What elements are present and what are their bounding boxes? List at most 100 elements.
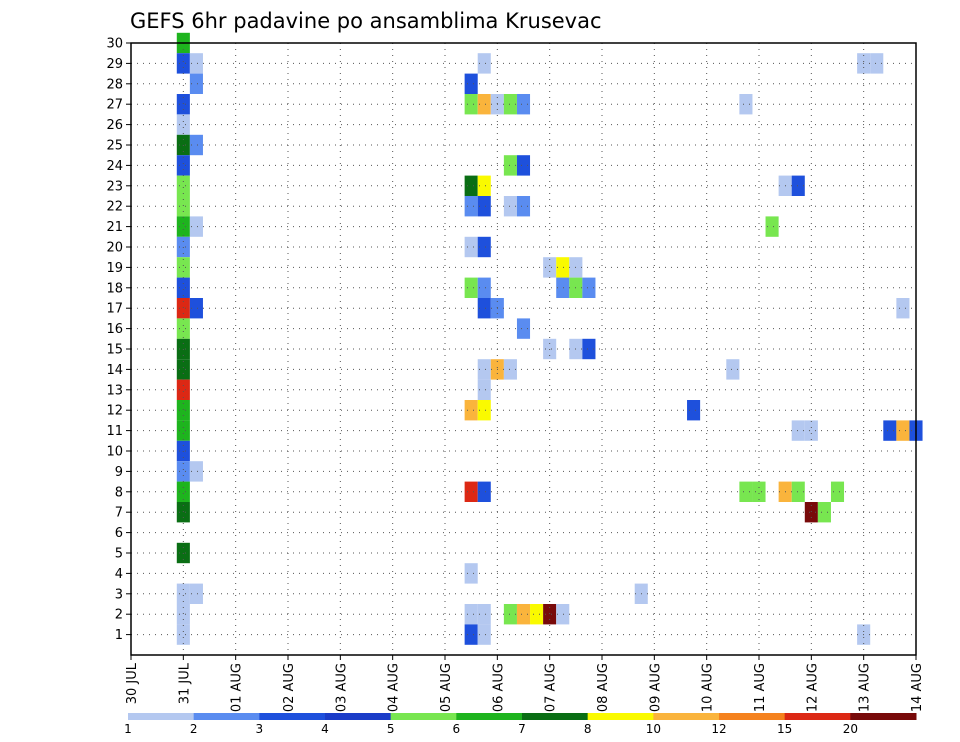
y-tick-label: 24 xyxy=(106,159,123,174)
heatmap-cell xyxy=(516,604,531,625)
colorbar-swatch xyxy=(259,713,326,720)
heatmap-cell xyxy=(477,379,491,400)
heatmap-cell xyxy=(896,298,910,319)
y-tick-label: 3 xyxy=(115,587,123,602)
colorbar-swatch xyxy=(390,713,457,720)
heatmap-cell xyxy=(752,481,766,502)
x-tick-label: 13 AUG xyxy=(858,663,873,712)
colorbar-label: 8 xyxy=(584,722,592,736)
heatmap-cell xyxy=(176,298,190,319)
heatmap-cell xyxy=(477,298,491,319)
x-tick-label: 14 AUG xyxy=(910,663,925,712)
y-tick-label: 8 xyxy=(115,485,123,500)
heatmap-cell xyxy=(189,216,203,237)
heatmap-cell xyxy=(503,359,517,380)
heatmap-cell xyxy=(477,196,491,217)
heatmap-cell xyxy=(791,175,805,196)
colorbar-label: 7 xyxy=(518,722,526,736)
y-tick-label: 17 xyxy=(106,302,123,317)
colorbar-legend: 1 2 3 4 5 6 7 8 10 12 15 20 xyxy=(124,713,917,736)
heatmap-cell xyxy=(176,624,190,645)
heatmap-cell xyxy=(830,481,845,502)
heatmap-cell xyxy=(189,583,203,604)
heatmap-cell xyxy=(804,420,818,441)
heatmap-cell xyxy=(176,216,190,237)
heatmap-cell xyxy=(477,604,491,625)
heatmap-cell xyxy=(176,583,190,604)
heatmap-cell xyxy=(477,53,491,74)
heatmap-cell xyxy=(176,604,190,625)
colorbar-swatch xyxy=(850,713,917,720)
y-tick-label: 22 xyxy=(106,200,123,215)
y-tick-label: 27 xyxy=(106,98,123,113)
colorbar-label: 3 xyxy=(256,722,264,736)
heatmap-cell xyxy=(464,400,478,421)
heatmap-cell xyxy=(189,134,203,156)
x-axis: 30 JUL 31 JUL 01 AUG 02 AUG 03 AUG 04 AUG 05 A… xyxy=(125,655,925,712)
heatmap-cell xyxy=(176,53,190,74)
y-tick-label: 7 xyxy=(115,506,123,521)
colorbar-label: 6 xyxy=(453,722,461,736)
y-tick-label: 4 xyxy=(115,567,123,582)
heatmap-cell xyxy=(765,216,779,237)
y-tick-label: 10 xyxy=(106,445,123,460)
heatmap-cell xyxy=(176,400,190,421)
heatmap-cell xyxy=(817,502,831,523)
heatmap-cell xyxy=(516,196,531,217)
y-tick-label: 30 xyxy=(106,37,123,52)
heatmap-cell xyxy=(477,277,491,298)
heatmap-cell xyxy=(464,236,478,258)
heatmap-cell xyxy=(516,94,531,115)
heatmap-cell xyxy=(176,318,190,339)
colorbar-swatch xyxy=(784,713,851,720)
heatmap-cell xyxy=(189,73,203,94)
x-tick-label: 04 AUG xyxy=(387,663,402,712)
heatmap-cell xyxy=(582,338,596,360)
y-tick-label: 23 xyxy=(106,179,123,194)
heatmap-cell xyxy=(516,318,531,339)
heatmap-cell xyxy=(503,604,517,625)
heatmap-cell xyxy=(176,175,190,196)
heatmap-cell xyxy=(189,298,203,319)
heatmap-cell xyxy=(176,379,190,400)
plot-frame xyxy=(130,42,917,656)
grid-lines xyxy=(131,43,916,655)
y-tick-label: 29 xyxy=(106,57,123,72)
y-tick-label: 2 xyxy=(115,608,123,623)
colorbar-label: 10 xyxy=(646,722,661,736)
colorbar-label: 2 xyxy=(190,722,198,736)
heatmap-cell xyxy=(543,257,557,278)
heatmap-cell xyxy=(556,277,570,298)
heatmap-cell xyxy=(464,73,478,94)
heatmap-cell xyxy=(739,481,753,502)
heatmap-cell xyxy=(726,359,740,380)
heatmap-cell xyxy=(503,155,517,176)
colorbar-swatch xyxy=(587,713,654,720)
heatmap-cell xyxy=(804,502,818,523)
colorbar-swatch xyxy=(653,713,720,720)
chart-title: GEFS 6hr padavine po ansamblima Krusevac xyxy=(130,9,602,33)
heatmap-cell xyxy=(477,400,491,421)
heatmap-cell xyxy=(176,196,190,217)
heatmap-cell xyxy=(176,114,190,135)
heatmap-cell xyxy=(189,53,203,74)
y-tick-label: 18 xyxy=(106,281,123,296)
colorbar-label: 1 xyxy=(124,722,132,736)
heatmap-cell xyxy=(503,196,517,217)
y-tick-label: 21 xyxy=(106,220,123,235)
heatmap-cell xyxy=(791,481,805,502)
heatmap-cell xyxy=(176,257,190,278)
y-tick-label: 14 xyxy=(106,363,123,378)
x-tick-label: 31 JUL xyxy=(177,662,192,704)
x-tick-label: 01 AUG xyxy=(230,663,245,712)
heatmap-cell xyxy=(464,481,478,502)
heatmap-cell xyxy=(176,277,190,298)
heatmap-cell xyxy=(176,461,190,482)
heatmap-cell xyxy=(516,155,531,176)
y-tick-label: 19 xyxy=(106,261,123,276)
heatmap-cell xyxy=(176,481,190,502)
heatmap-cell xyxy=(739,94,753,115)
y-tick-label: 9 xyxy=(115,465,123,480)
heatmap-cell xyxy=(687,400,701,421)
